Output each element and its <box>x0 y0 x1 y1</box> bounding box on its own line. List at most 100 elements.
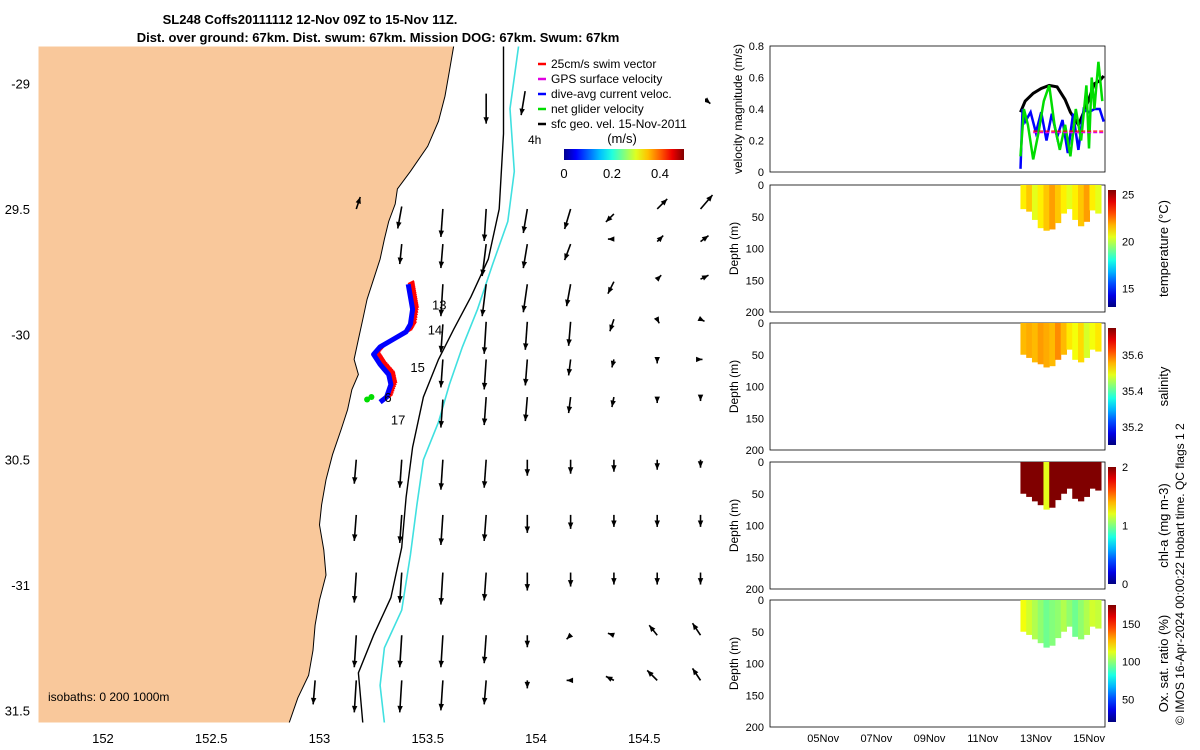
depth-ytick-label: 50 <box>752 489 764 501</box>
velocity-arrow-head <box>566 677 574 684</box>
depth-section-cell <box>1043 185 1050 231</box>
depth-section-cell <box>1054 462 1062 501</box>
velocity-arrow-head <box>438 230 445 237</box>
velocity-arrow <box>697 459 704 468</box>
velocity-arrow <box>566 677 574 684</box>
isobath-1000m <box>379 46 520 723</box>
velocity-arrow <box>481 635 488 664</box>
velocity-arrow <box>521 284 529 313</box>
map-frame <box>37 45 721 724</box>
velocity-arrow <box>566 321 572 346</box>
velocity-arrow-head <box>524 640 531 648</box>
depth-section-panel: 0 50 100 150 200 Depth (m) 50 100 150 Ox. sat. ra… <box>727 595 1171 745</box>
velocity-arrow-head <box>397 481 403 488</box>
depth-section-cell <box>1089 323 1096 350</box>
velocity-arrow <box>524 572 531 591</box>
depth-ylabel: Depth (m) <box>727 360 741 413</box>
depth-section-cell <box>1066 323 1073 350</box>
depth-ytick-label: 100 <box>746 382 764 394</box>
title-line-2: Dist. over ground: 67km. Dist. swum: 67k… <box>137 30 620 45</box>
date-xtick-label: 13Nov <box>1020 733 1052 745</box>
velocity-arrow-head <box>703 97 711 104</box>
velocity-arrow <box>605 675 615 682</box>
depth-ylabel: Depth (m) <box>727 222 741 275</box>
velocity-arrow-head <box>521 261 528 269</box>
legend-box <box>533 56 705 134</box>
velocity-arrow-head <box>524 526 531 533</box>
day-labels: 13 14 15 617 <box>384 297 446 427</box>
velocity-arrow-head <box>607 236 615 242</box>
velocity-arrow <box>697 514 704 527</box>
map-xtick-label: 154.5 <box>628 731 661 746</box>
depth-section-cell <box>1020 185 1027 210</box>
legend-label: 25cm/s swim vector <box>551 57 656 71</box>
map-ytick-label: -29 <box>11 77 30 92</box>
section-colorbar-tick-label: 25 <box>1122 190 1134 202</box>
velocity-arrow <box>565 284 572 307</box>
velocity-arrow-head <box>483 117 489 124</box>
depth-section-cell <box>1095 323 1102 352</box>
colorbar-tick-label: 0.4 <box>651 166 669 181</box>
section-colorbar-tick-label: 35.2 <box>1122 422 1143 434</box>
velocity-arrow <box>481 396 488 426</box>
depth-section-cell <box>1020 323 1027 355</box>
velocity-arrow <box>563 243 572 261</box>
depth-section-cell <box>1089 185 1096 211</box>
velocity-arrow <box>654 274 662 282</box>
velocity-arrow-head <box>397 257 404 265</box>
velocity-ytick-label: 0.4 <box>749 104 764 116</box>
glider-track <box>364 280 420 405</box>
depth-ytick-label: 50 <box>752 212 764 224</box>
depth-section-cell <box>1083 185 1091 222</box>
depth-ytick-label: 150 <box>746 552 764 564</box>
isobaths-label: isobaths: 0 200 1000m <box>48 690 169 704</box>
velocity-arrow-head <box>438 261 445 269</box>
velocity-arrow-head <box>654 275 662 282</box>
velocity-arrow-head <box>654 520 660 527</box>
velocity-arrow-head <box>480 269 486 277</box>
velocity-arrow <box>438 399 445 428</box>
velocity-arrow <box>566 359 573 376</box>
velocity-arrow-head <box>481 697 488 705</box>
velocity-arrow <box>396 206 403 229</box>
depth-section-panel: 0 50 100 150 200 Depth (m) 15 20 25 temperature (… <box>727 180 1171 319</box>
velocity-arrow <box>607 281 615 295</box>
depth-ytick-label: 150 <box>746 690 764 702</box>
depth-section-cell <box>1083 323 1091 358</box>
velocity-arrow-head <box>438 660 444 668</box>
velocity-arrow <box>566 632 574 640</box>
legend-label: net glider velocity <box>551 102 644 116</box>
velocity-ytick-label: 0.6 <box>749 73 764 85</box>
isobath-200m <box>357 46 505 723</box>
velocity-arrow <box>483 93 489 124</box>
day-label: 14 <box>428 322 442 337</box>
section-colorbar-label: Ox. sat. ratio (%) <box>1156 615 1171 713</box>
velocity-arrow-head <box>566 406 573 414</box>
velocity-arrow <box>481 459 488 488</box>
velocity-arrow <box>521 243 529 269</box>
depth-section-cell <box>1037 462 1044 506</box>
velocity-arrow-head <box>521 305 527 313</box>
velocity-arrow-head <box>355 196 361 204</box>
section-colorbar-tick-label: 0 <box>1122 579 1128 591</box>
depth-section-cell <box>1026 600 1033 635</box>
velocity-arrow <box>397 572 403 603</box>
section-colorbar-label: chl-a (mg m-3) <box>1156 483 1171 568</box>
velocity-arrow-head <box>566 368 573 376</box>
velocity-arrow-head <box>523 414 529 422</box>
depth-ytick-label: 0 <box>758 457 764 469</box>
depth-section-cell <box>1077 323 1085 363</box>
colorbar-tick-label: 0 <box>560 166 567 181</box>
velocity-arrow-head <box>605 676 613 682</box>
velocity-arrow-head <box>524 681 531 689</box>
depth-section-cell <box>1077 185 1085 227</box>
velocity-arrow <box>654 514 660 527</box>
velocity-arrow-head <box>481 234 488 241</box>
velocity-arrow-head <box>564 253 570 261</box>
depth-section-cell <box>1095 185 1102 214</box>
map-ytick-label: 29.5 <box>5 202 30 217</box>
velocity-arrow-head <box>692 623 699 631</box>
velocity-arrow-head <box>352 534 358 541</box>
depth-section-cell <box>1072 185 1079 220</box>
velocity-arrow-head <box>351 660 358 668</box>
